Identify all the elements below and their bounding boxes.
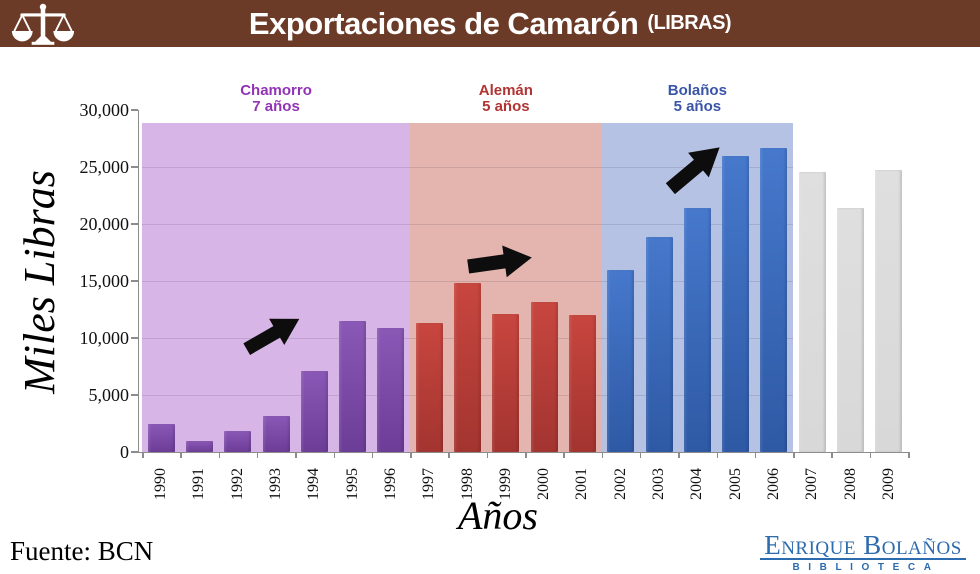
bar-2004 bbox=[683, 208, 711, 452]
x-tick bbox=[601, 452, 604, 458]
bar-2008 bbox=[837, 208, 865, 452]
x-axis-title: Años bbox=[458, 493, 538, 538]
y-tick-label: 10,000 bbox=[79, 328, 130, 348]
bar-1999 bbox=[492, 314, 520, 452]
bar-2007 bbox=[798, 171, 826, 452]
x-tick bbox=[333, 452, 335, 458]
y-tick-label: 20,000 bbox=[79, 214, 130, 234]
period-duration: 5 años bbox=[482, 98, 530, 115]
gridline-20000 bbox=[142, 224, 794, 225]
page-title: Exportaciones de Camarón bbox=[248, 6, 639, 41]
x-tick bbox=[486, 452, 489, 458]
x-tick-label-2009: 2009 bbox=[879, 468, 897, 500]
y-tick bbox=[131, 451, 138, 453]
library-logo: Enrique Bolaños BIBLIOTECA bbox=[760, 532, 966, 573]
gridline-25000 bbox=[142, 167, 794, 168]
bar-1991 bbox=[185, 440, 213, 452]
x-tick bbox=[908, 452, 910, 458]
x-tick bbox=[869, 452, 872, 458]
x-tick bbox=[448, 452, 450, 458]
x-tick bbox=[371, 452, 374, 458]
trend-arrow-icon bbox=[658, 133, 732, 203]
x-tick bbox=[295, 452, 297, 458]
x-tick bbox=[716, 452, 718, 458]
header-bar: Exportaciones de Camarón (LIBRAS) bbox=[0, 0, 980, 47]
bar-2000 bbox=[530, 301, 558, 452]
period-duration: 5 años bbox=[673, 98, 722, 115]
period-label-chamorro: Chamorro 7 años bbox=[191, 83, 361, 115]
bar-2005 bbox=[722, 155, 750, 452]
x-tick bbox=[831, 452, 833, 458]
bar-1994 bbox=[300, 371, 328, 452]
bar-2001 bbox=[568, 315, 596, 452]
period-band-chamorro bbox=[142, 123, 411, 452]
x-tick bbox=[563, 452, 565, 458]
x-tick bbox=[525, 452, 527, 458]
logo-name: Enrique Bolaños bbox=[760, 532, 966, 560]
period-label-alemán: Alemán 5 años bbox=[421, 83, 591, 115]
y-tick bbox=[131, 337, 138, 339]
y-tick-label: 30,000 bbox=[79, 100, 130, 120]
x-tick bbox=[793, 452, 795, 458]
bar-2003 bbox=[645, 236, 673, 452]
y-tick-label: 0 bbox=[120, 442, 129, 462]
bar-1990 bbox=[147, 423, 175, 452]
gridline-15000 bbox=[142, 281, 794, 282]
plot-area: Chamorro 7 años Alemán 5 años Bolaños 5 años 0… bbox=[80, 83, 910, 500]
x-tick bbox=[410, 452, 412, 458]
y-tick-label: 25,000 bbox=[79, 157, 130, 177]
bar-2009 bbox=[875, 170, 903, 452]
period-label-bolaños: Bolaños 5 años bbox=[612, 83, 782, 115]
y-tick bbox=[131, 394, 138, 396]
x-tick bbox=[754, 452, 757, 458]
x-tick bbox=[218, 452, 221, 458]
x-tick bbox=[256, 452, 259, 458]
bar-1993 bbox=[262, 415, 290, 452]
bar-2002 bbox=[607, 269, 635, 452]
bar-1996 bbox=[377, 327, 405, 452]
y-tick-label: 5,000 bbox=[88, 385, 130, 405]
bar-1997 bbox=[415, 323, 443, 452]
source-note: Fuente: BCN bbox=[10, 536, 154, 566]
x-tick bbox=[639, 452, 642, 458]
trend-arrow-icon bbox=[238, 304, 309, 364]
x-tick bbox=[678, 452, 680, 458]
page-title-unit: (LIBRAS) bbox=[647, 12, 732, 34]
bar-1995 bbox=[339, 320, 367, 452]
bar-1998 bbox=[454, 283, 482, 452]
scales-of-justice-icon bbox=[11, 3, 75, 45]
logo-subtitle: BIBLIOTECA bbox=[792, 562, 940, 573]
period-name: Alemán bbox=[478, 82, 533, 99]
x-tick bbox=[142, 452, 144, 458]
y-tick bbox=[131, 109, 138, 111]
y-tick-label: 15,000 bbox=[79, 271, 130, 291]
y-tick bbox=[131, 280, 138, 282]
x-tick bbox=[180, 452, 182, 458]
period-duration: 7 años bbox=[252, 98, 300, 115]
trend-arrow-icon bbox=[465, 240, 535, 285]
bar-2006 bbox=[760, 147, 788, 452]
y-tick bbox=[131, 223, 138, 225]
bar-1992 bbox=[224, 431, 252, 452]
period-name: Chamorro bbox=[240, 82, 312, 99]
period-name: Bolaños bbox=[667, 82, 727, 99]
y-tick bbox=[131, 166, 138, 168]
